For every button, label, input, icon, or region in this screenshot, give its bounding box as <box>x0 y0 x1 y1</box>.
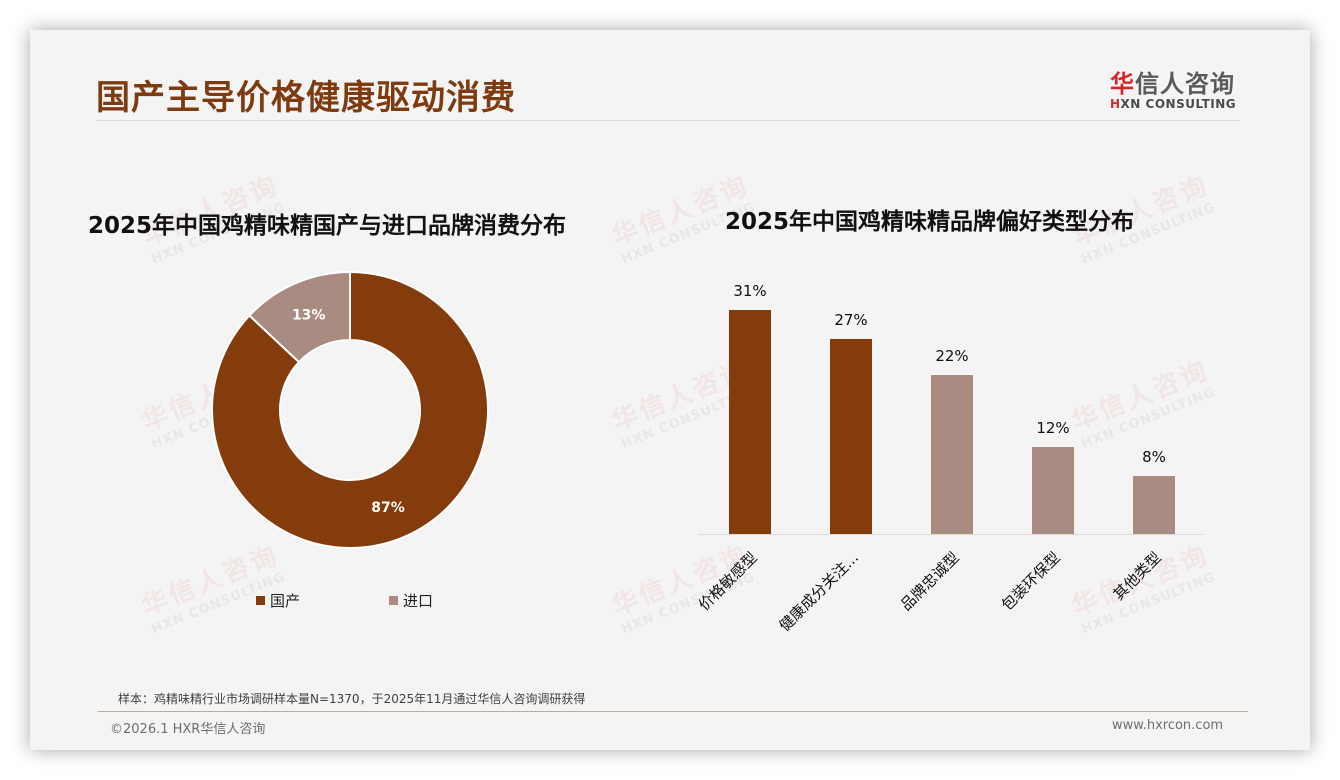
bar-2 <box>931 375 973 534</box>
x-tick-label: 健康成分关注... <box>775 548 863 635</box>
bar-chart-title: 2025年中国鸡精味精品牌偏好类型分布 <box>725 209 1135 235</box>
bar-0 <box>729 310 771 534</box>
bar-value-label: 8% <box>1142 448 1166 467</box>
page-title: 国产主导价格健康驱动消费 <box>96 78 516 118</box>
bar-value-label: 27% <box>834 310 868 329</box>
brand-logo: 华信人咨询 HXN CONSULTING <box>1110 64 1240 111</box>
title-divider <box>96 120 1240 121</box>
slide: 华信人咨询 HXN CONSULTING 华信人咨询 HXN CONSULTING … <box>30 30 1310 750</box>
bar-value-label: 22% <box>935 347 969 366</box>
legend-item-domestic: 国产 <box>256 590 389 611</box>
donut-chart: 87% 13% <box>210 270 490 550</box>
donut-slice-1 <box>247 270 351 364</box>
footer-divider <box>98 711 1248 712</box>
x-axis-line <box>698 534 1203 535</box>
legend-item-import: 进口 <box>389 590 522 611</box>
logo-en: HXN CONSULTING <box>1110 97 1237 111</box>
x-tick-label: 其他类型 <box>1109 548 1165 604</box>
x-tick-label: 价格敏感型 <box>694 548 761 615</box>
x-tick-label: 包装环保型 <box>997 548 1064 615</box>
donut-value-label: 87% <box>371 500 405 516</box>
donut-legend: 国产 进口 <box>256 590 522 611</box>
sample-note: 样本：鸡精味精行业市场调研样本量N=1370，于2025年11月通过华信人咨询调… <box>118 692 586 706</box>
bar-1 <box>830 338 872 534</box>
donut-slice-0 <box>211 270 489 549</box>
logo-cn: 华信人咨询 <box>1110 70 1235 98</box>
legend-label: 进口 <box>403 592 434 610</box>
copyright: ©2026.1 HXR华信人咨询 <box>110 722 266 737</box>
website-link[interactable]: www.hxrcon.com <box>1112 718 1224 733</box>
bar-value-label: 12% <box>1036 419 1070 438</box>
donut-svg: 87% 13% <box>211 270 489 549</box>
bar-4 <box>1133 476 1175 534</box>
legend-swatch-icon <box>256 596 265 605</box>
donut-chart-title: 2025年中国鸡精味精国产与进口品牌消费分布 <box>88 213 567 239</box>
legend-label: 国产 <box>270 592 301 610</box>
legend-swatch-icon <box>389 596 398 605</box>
x-tick-label: 品牌忠诚型 <box>896 548 963 615</box>
bar-chart: 31% 价格敏感型 27% 健康成分关注... 22% 品牌忠诚型 12% 包装环保型 8% 其他… <box>695 275 1208 645</box>
bar-3 <box>1032 447 1074 534</box>
donut-value-label: 13% <box>292 308 326 324</box>
bar-value-label: 31% <box>733 282 767 300</box>
